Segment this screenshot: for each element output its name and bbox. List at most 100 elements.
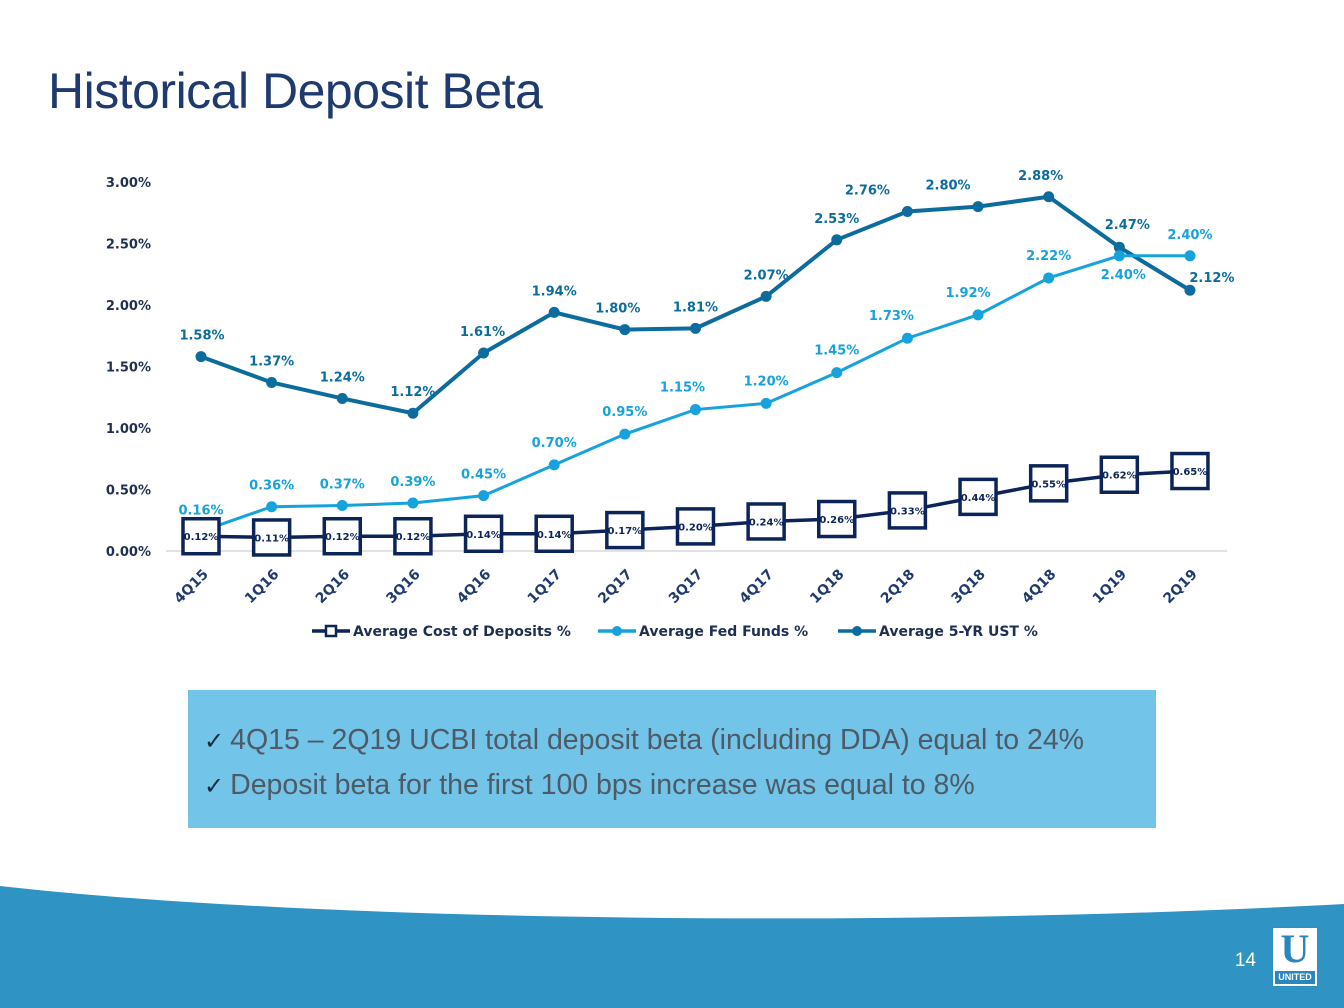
ust-5yr-point (478, 347, 490, 359)
y-tick-label: 2.50% (106, 238, 151, 253)
united-logo: U UNITED (1272, 927, 1318, 987)
fed-funds-data-label: 2.22% (1026, 249, 1071, 264)
x-tick-label: 4Q15 (171, 567, 211, 607)
fed-funds-point (407, 497, 419, 509)
cost-of-deposits-point (1028, 464, 1069, 503)
fed-funds-point (831, 367, 843, 379)
x-tick-label: 3Q16 (383, 567, 423, 607)
fed-funds-data-label: 0.95% (602, 405, 647, 420)
fed-funds-point (266, 501, 278, 513)
cost-of-deposits-point (393, 516, 433, 556)
y-tick-label: 2.00% (106, 299, 151, 314)
fed-funds-point (1043, 272, 1055, 284)
page-title: Historical Deposit Beta (48, 63, 543, 119)
fed-funds-point (336, 499, 348, 511)
fed-funds-point (760, 397, 772, 409)
x-axis-tick-labels: 4Q15 1Q16 2Q16 3Q16 4Q16 1Q17 2Q17 3Q17 4Q17 1Q18… (171, 567, 1200, 607)
x-tick-label: 4Q17 (737, 567, 777, 607)
callout-bullet: ✓ Deposit beta for the first 100 bps incr… (204, 763, 1156, 808)
ust-5yr-data-label: 1.12% (390, 385, 435, 400)
x-tick-label: 4Q16 (454, 567, 494, 607)
x-tick-label: 1Q17 (525, 567, 565, 607)
cost-of-deposits-data-label: 0.55% (1031, 479, 1066, 490)
fed-funds-point (619, 428, 631, 440)
fed-funds-data-label: 0.16% (178, 503, 223, 518)
x-tick-label: 1Q16 (242, 567, 282, 607)
fed-funds-point (1184, 250, 1196, 262)
legend-swatch-circle-marker (612, 626, 622, 636)
legend-label: Average 5-YR UST % (879, 624, 1038, 640)
fed-funds-point (1113, 250, 1125, 262)
cost-of-deposits-point (1170, 451, 1210, 491)
ust-5yr-point (1184, 284, 1196, 296)
cost-of-deposits-point (251, 518, 292, 557)
x-tick-label: 3Q18 (948, 567, 988, 607)
cost-of-deposits-data-label: 0.24% (749, 517, 784, 528)
legend-swatch-square-marker (324, 624, 338, 638)
ust-5yr-point (195, 351, 207, 363)
fed-funds-data-label: 1.45% (814, 344, 859, 359)
cost-of-deposits-data-label: 0.12% (325, 532, 360, 543)
cost-of-deposits-data-label: 0.12% (396, 532, 431, 543)
cost-of-deposits-data-label: 0.65% (1173, 467, 1208, 478)
ust-5yr-point (689, 322, 701, 334)
ust-5yr-point (619, 324, 631, 336)
x-tick-label: 2Q19 (1160, 567, 1200, 607)
fed-funds-data-label: 1.15% (660, 381, 705, 396)
legend-swatch-circle-marker (852, 626, 862, 636)
cost-of-deposits-point (322, 516, 363, 556)
cost-of-deposits-point (1099, 455, 1140, 494)
fed-funds-data-label: 0.70% (532, 436, 577, 451)
cost-of-deposits-data-label: 0.62% (1102, 471, 1137, 482)
legend-label: Average Fed Funds % (639, 624, 808, 640)
footer-wave (0, 886, 1344, 1008)
x-tick-label: 2Q18 (878, 567, 918, 607)
callout-bullet-text: Deposit beta for the first 100 bps incre… (230, 769, 975, 801)
y-axis-tick-labels: 0.00% 0.50% 1.00% 1.50% 2.00% 2.50% 3.00% (106, 176, 151, 560)
ust-5yr-data-label: 2.80% (925, 179, 970, 194)
cost-of-deposits-data-label: 0.11% (254, 533, 289, 544)
fed-funds-point (689, 404, 701, 416)
x-tick-label: 3Q17 (666, 567, 706, 607)
cost-of-deposits-point (958, 477, 998, 517)
logo-word: UNITED (1275, 971, 1315, 984)
cost-of-deposits-data-label: 0.14% (466, 530, 501, 541)
page-number: 14 (1234, 950, 1256, 971)
fed-funds-data-label: 2.40% (1167, 228, 1212, 243)
ust-5yr-data-label: 1.58% (179, 329, 224, 344)
ust-5yr-point (548, 306, 560, 318)
ust-5yr-point (760, 290, 772, 302)
ust-5yr-point (1043, 191, 1055, 203)
y-tick-label: 0.50% (106, 484, 151, 499)
y-tick-label: 1.50% (106, 361, 151, 376)
x-tick-label: 2Q16 (313, 567, 353, 607)
ust-5yr-point (266, 376, 278, 388)
ust-5yr-data-label: 1.94% (532, 284, 577, 299)
ust-5yr-data-label: 2.47% (1105, 218, 1150, 233)
ust-5yr-data-label: 2.76% (845, 184, 890, 199)
callout-bullet-text: 4Q15 – 2Q19 UCBI total deposit beta (inc… (230, 724, 1085, 756)
fed-funds-data-label: 1.20% (744, 374, 789, 389)
y-tick-label: 1.00% (106, 422, 151, 437)
ust-5yr-data-label: 1.80% (595, 302, 640, 317)
cost-of-deposits-data-label: 0.12% (184, 532, 219, 543)
fed-funds-point (478, 490, 490, 502)
ust-5yr-data-label: 2.53% (814, 212, 859, 227)
series-layer: 1.58% 1.37% 1.24% 1.12% 1.61% 1.94% 1.80% 1.81%… (178, 169, 1235, 557)
deposit-beta-line-chart: 0.00% 0.50% 1.00% 1.50% 2.00% 2.50% 3.00% 4Q15… (106, 169, 1235, 640)
ust-5yr-data-label: 2.12% (1189, 271, 1234, 286)
cost-of-deposits-data-label: 0.20% (678, 522, 713, 533)
cost-of-deposits-point (463, 514, 504, 554)
fed-funds-data-label: 0.37% (320, 477, 365, 492)
x-tick-label: 1Q19 (1090, 567, 1130, 607)
beta-summary-callout: ✓ 4Q15 – 2Q19 UCBI total deposit beta (in… (188, 690, 1156, 828)
ust-5yr-point (901, 206, 913, 218)
cost-of-deposits-data-label: 0.33% (890, 506, 925, 517)
cost-of-deposits-data-label: 0.26% (819, 515, 854, 526)
chart-legend: Average Cost of Deposits % Average Fed Fu… (312, 624, 1038, 640)
cost-of-deposits-data-label: 0.14% (537, 530, 572, 541)
x-tick-label: 1Q18 (807, 567, 847, 607)
cost-of-deposits-point (675, 507, 716, 546)
cost-of-deposits-data-label: 0.44% (961, 493, 996, 504)
cost-of-deposits-point (746, 502, 786, 541)
